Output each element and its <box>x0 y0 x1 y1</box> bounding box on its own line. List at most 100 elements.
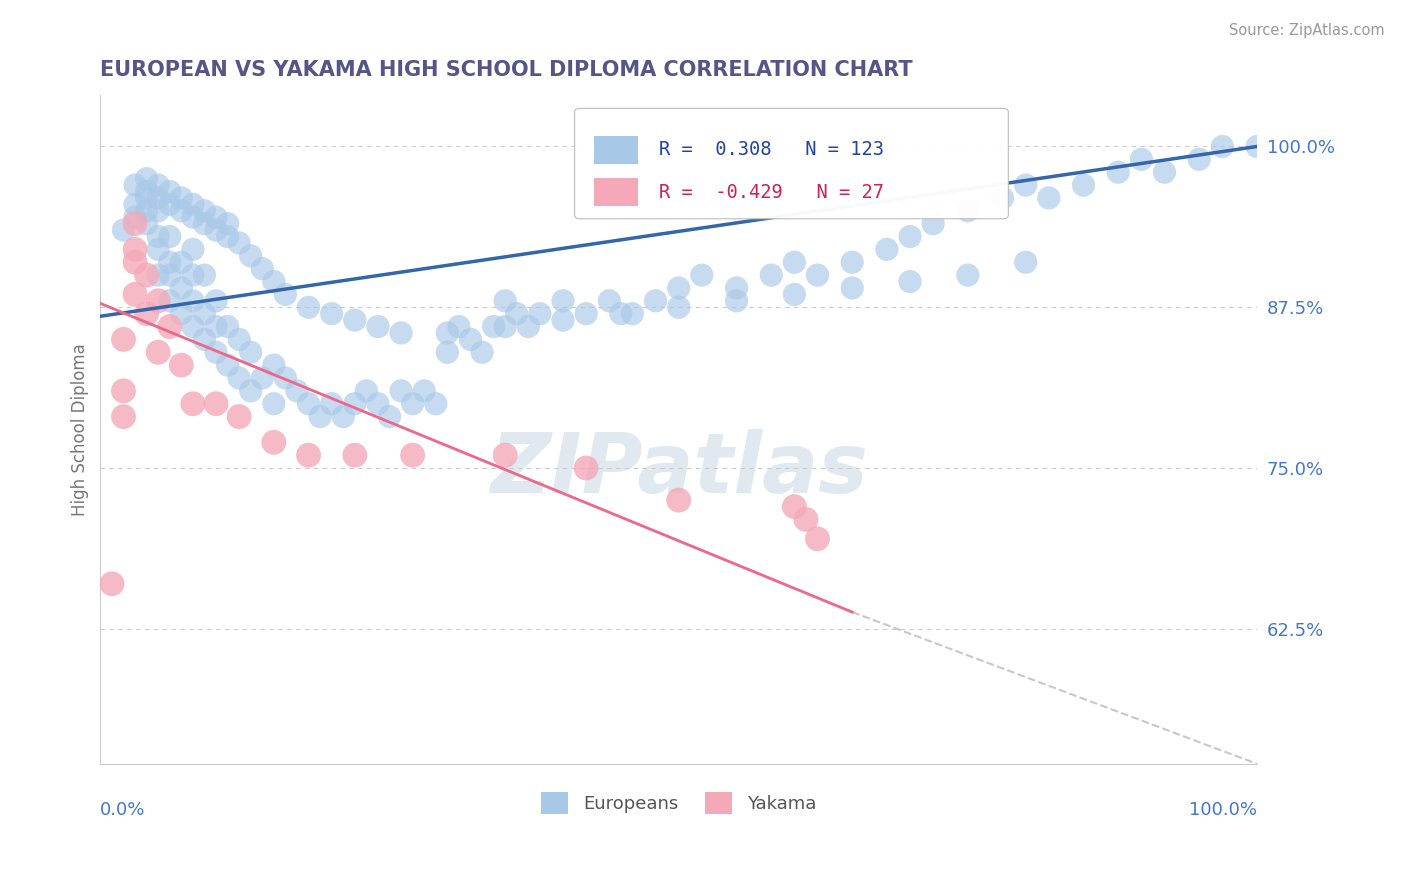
Point <box>725 293 748 308</box>
Point <box>343 448 366 462</box>
Point <box>217 358 239 372</box>
Point <box>356 384 378 398</box>
FancyBboxPatch shape <box>595 178 638 206</box>
Point <box>228 333 250 347</box>
Point <box>1073 178 1095 192</box>
Point <box>436 345 458 359</box>
Point <box>956 268 979 282</box>
Point <box>135 185 157 199</box>
Point <box>575 307 598 321</box>
Text: EUROPEAN VS YAKAMA HIGH SCHOOL DIPLOMA CORRELATION CHART: EUROPEAN VS YAKAMA HIGH SCHOOL DIPLOMA C… <box>100 60 912 79</box>
Point <box>193 217 215 231</box>
Point <box>1211 139 1233 153</box>
Point <box>170 203 193 218</box>
Point <box>783 500 806 514</box>
Point <box>193 333 215 347</box>
Point <box>217 319 239 334</box>
Point <box>181 268 204 282</box>
Point <box>205 345 228 359</box>
Point <box>170 358 193 372</box>
Point <box>668 493 690 508</box>
Point <box>494 319 516 334</box>
Point <box>610 307 633 321</box>
Point <box>575 461 598 475</box>
Point <box>159 319 181 334</box>
Point <box>482 319 505 334</box>
Point <box>181 197 204 211</box>
Point <box>506 307 529 321</box>
Point <box>690 268 713 282</box>
Point <box>217 217 239 231</box>
Point <box>389 326 412 340</box>
Point <box>285 384 308 398</box>
Text: ZIPatlas: ZIPatlas <box>489 429 868 510</box>
Point <box>239 384 262 398</box>
Point <box>321 307 343 321</box>
Point <box>343 313 366 327</box>
Text: 0.0%: 0.0% <box>100 801 146 819</box>
Point <box>170 281 193 295</box>
Text: 100.0%: 100.0% <box>1189 801 1257 819</box>
Point <box>876 243 898 257</box>
Point <box>297 397 319 411</box>
Point <box>401 397 423 411</box>
Point <box>112 384 135 398</box>
Point <box>460 333 482 347</box>
Point <box>447 319 470 334</box>
Point <box>228 235 250 250</box>
Point <box>1015 255 1038 269</box>
Point <box>471 345 494 359</box>
Point <box>1107 165 1129 179</box>
Point <box>252 261 274 276</box>
Point <box>124 255 146 269</box>
Point <box>112 333 135 347</box>
Point <box>239 249 262 263</box>
Point <box>252 371 274 385</box>
Point <box>991 191 1014 205</box>
Point <box>181 397 204 411</box>
Point <box>170 191 193 205</box>
Point <box>517 319 540 334</box>
Point <box>148 293 170 308</box>
Text: Source: ZipAtlas.com: Source: ZipAtlas.com <box>1229 23 1385 38</box>
Point <box>1015 178 1038 192</box>
Point <box>135 268 157 282</box>
Point <box>181 293 204 308</box>
Point <box>205 397 228 411</box>
FancyBboxPatch shape <box>595 136 638 164</box>
Point <box>274 371 297 385</box>
Point <box>124 217 146 231</box>
Point <box>263 397 285 411</box>
Point <box>621 307 644 321</box>
Point <box>159 185 181 199</box>
Point <box>205 211 228 225</box>
Point <box>922 217 945 231</box>
Point <box>425 397 447 411</box>
Point <box>148 178 170 192</box>
Point <box>1038 191 1060 205</box>
Point <box>193 203 215 218</box>
Point <box>193 307 215 321</box>
FancyBboxPatch shape <box>575 109 1008 219</box>
Point <box>181 319 204 334</box>
Point <box>1188 153 1211 167</box>
Point <box>1130 153 1153 167</box>
Point <box>309 409 332 424</box>
Point <box>494 293 516 308</box>
Point <box>598 293 620 308</box>
Point <box>181 243 204 257</box>
Point <box>436 326 458 340</box>
Point <box>956 203 979 218</box>
Point <box>135 171 157 186</box>
Point <box>135 217 157 231</box>
Point <box>274 287 297 301</box>
Point <box>124 197 146 211</box>
Point <box>761 268 783 282</box>
Point <box>148 268 170 282</box>
Point <box>783 287 806 301</box>
Point <box>413 384 436 398</box>
Point <box>148 345 170 359</box>
Legend: Europeans, Yakama: Europeans, Yakama <box>534 785 824 822</box>
Point <box>101 576 124 591</box>
Point <box>228 409 250 424</box>
